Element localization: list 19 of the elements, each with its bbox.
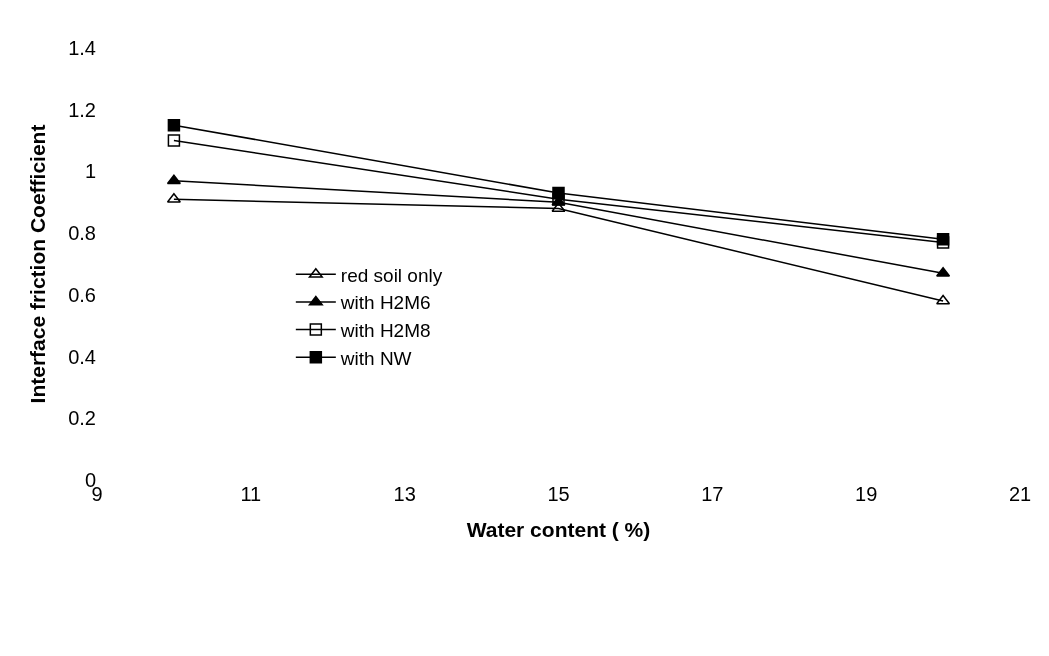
x-axis-title: Water content ( %)	[466, 518, 651, 542]
x-tick-label: 17	[701, 483, 724, 505]
y-tick-label: 1	[84, 160, 96, 183]
x-tick-label: 19	[855, 483, 878, 505]
legend-label: red soil only	[340, 264, 443, 286]
y-axis-title: Interface friction Coefficient	[26, 124, 50, 404]
y-tick-label: 0.8	[68, 222, 96, 245]
y-tick-label: 0.4	[68, 345, 96, 368]
x-tick-label: 13	[393, 483, 416, 505]
legend-label: with H2M8	[339, 320, 431, 341]
legend-label: with H2M6	[339, 292, 431, 314]
y-tick-label: 1.4	[68, 37, 96, 59]
y-tick-label: 0.2	[68, 407, 96, 430]
legend-label: with NW	[339, 347, 412, 369]
x-tick-label: 15	[547, 483, 570, 505]
y-tick-label: 0.6	[68, 283, 96, 306]
y-tick-label: 1.2	[68, 98, 96, 121]
x-tick-label: 11	[240, 483, 262, 505]
x-tick-label: 21	[1008, 483, 1032, 505]
